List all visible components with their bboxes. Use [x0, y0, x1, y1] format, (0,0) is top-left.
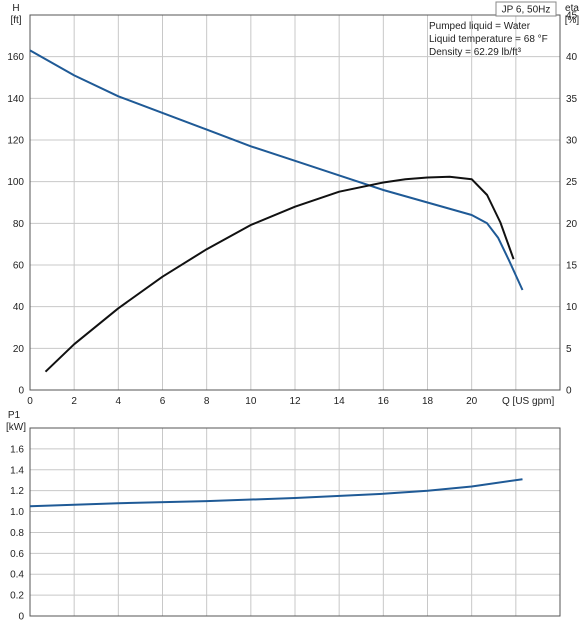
y-tick-label-right: 45 [566, 11, 578, 22]
x-tick-label: 10 [245, 396, 257, 407]
x-tick-label: 20 [466, 396, 478, 407]
p1-y-tick-label: 0.2 [10, 591, 24, 602]
y-tick-label-left: 20 [13, 344, 25, 355]
y-tick-label-right: 10 [566, 302, 578, 313]
plot-frame-top [29, 14, 561, 391]
series-line-p1 [29, 478, 523, 508]
x-tick-label: 8 [204, 396, 210, 407]
info-line: Pumped liquid = Water [429, 21, 531, 32]
p1-axis-label: P1 [8, 410, 21, 421]
y-tick-label-left: 40 [13, 302, 25, 313]
series-line-h [29, 49, 524, 291]
y-tick-label-right: 30 [566, 136, 578, 147]
series-line-eta [44, 175, 515, 373]
info-line: Liquid temperature = 68 °F [429, 34, 548, 45]
y-tick-label-left: 120 [7, 136, 24, 147]
y-axis-unit-left: [ft] [10, 15, 21, 26]
y-tick-label-left: 160 [7, 52, 24, 63]
x-tick-label: 4 [116, 396, 122, 407]
x-tick-label: 14 [334, 396, 346, 407]
p1-y-tick-label: 0.6 [10, 549, 24, 560]
x-tick-label: 18 [422, 396, 434, 407]
y-tick-label-right: 25 [566, 177, 578, 188]
y-tick-label-right: 40 [566, 52, 578, 63]
x-tick-label: 2 [71, 396, 77, 407]
x-tick-label: 16 [378, 396, 390, 407]
x-tick-label: 12 [289, 396, 301, 407]
y-tick-label-right: 15 [566, 261, 578, 272]
y-tick-label-right: 20 [566, 219, 578, 230]
x-tick-label: 6 [160, 396, 166, 407]
chart-title: JP 6, 50Hz [502, 5, 551, 16]
p1-y-tick-label: 1.0 [10, 507, 24, 518]
p1-y-tick-label: 1.6 [10, 444, 24, 455]
info-line: Density = 62.29 lb/ft³ [429, 47, 522, 58]
y-axis-unit-right: [%] [565, 15, 580, 26]
chart-title-box [495, 1, 557, 17]
p1-y-tick-label: 1.4 [10, 465, 24, 476]
p1-y-tick-label: 0.8 [10, 528, 24, 539]
y-tick-label-left: 80 [13, 219, 25, 230]
y-tick-label-left: 0 [18, 386, 24, 397]
plot-frame-bottom [29, 427, 561, 617]
p1-y-tick-label: 0 [18, 612, 24, 621]
y-axis-label-left: H [12, 3, 19, 14]
y-tick-label-left: 140 [7, 94, 24, 105]
y-tick-label-right: 0 [566, 386, 572, 397]
y-tick-label-left: 60 [13, 261, 25, 272]
x-axis-label: Q [US gpm] [502, 396, 554, 407]
p1-y-tick-label: 1.2 [10, 486, 24, 497]
y-axis-label-right: eta [565, 3, 579, 14]
p1-y-tick-label: 0.4 [10, 570, 24, 581]
y-tick-label-right: 5 [566, 344, 572, 355]
y-tick-label-left: 100 [7, 177, 24, 188]
y-tick-label-right: 35 [566, 94, 578, 105]
x-tick-label: 0 [27, 396, 33, 407]
p1-axis-unit: [kW] [6, 422, 26, 433]
